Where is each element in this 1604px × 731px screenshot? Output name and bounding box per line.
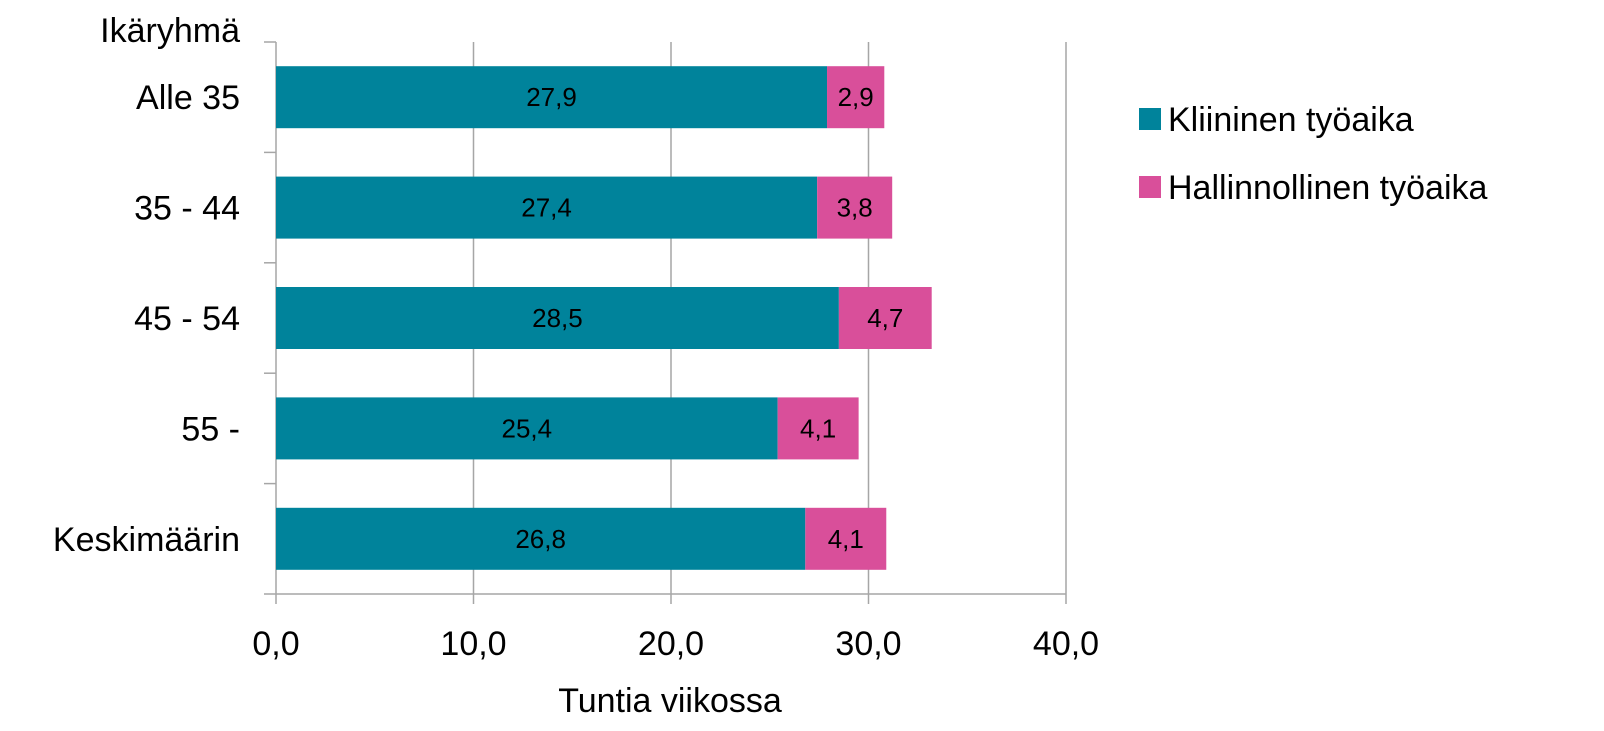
x-axis-title: Tuntia viikossa [558, 682, 782, 720]
category-label: 45 - 54 [134, 300, 240, 338]
x-tick-label: 0,0 [252, 625, 299, 663]
bar-segment-administrative [817, 176, 893, 239]
category-label: Keskimäärin [53, 521, 240, 559]
x-tick-label: 10,0 [440, 625, 506, 663]
category-label: 55 - [181, 410, 240, 448]
legend-label: Kliininen työaika [1168, 101, 1414, 139]
tick-labels: 0,0 10,0 20,0 30,0 40,0 [252, 625, 1099, 663]
data-label: 27,4 [521, 193, 572, 223]
data-label: 27,9 [526, 82, 577, 112]
bar-segment-clinical [276, 66, 828, 129]
group-title: Ikäryhmä [100, 12, 240, 50]
axes [264, 41, 1067, 604]
bar-segment-administrative [827, 66, 885, 129]
data-label: 4,1 [828, 524, 864, 554]
bar-segment-clinical [276, 176, 818, 239]
legend-swatch [1139, 108, 1161, 130]
data-label: 4,1 [800, 413, 836, 443]
data-label: 2,9 [838, 82, 874, 112]
bar-segment-clinical [276, 287, 839, 349]
bars: 27,9 2,9 27,4 3,8 28,5 4,7 25,4 4,1 26,8 4,1 [276, 66, 932, 570]
category-label: 35 - 44 [134, 190, 240, 228]
bar-segment-administrative [777, 397, 859, 460]
data-label: 3,8 [837, 193, 873, 223]
legend-label: Hallinnollinen työaika [1168, 169, 1488, 207]
bar-segment-clinical [276, 397, 778, 460]
data-label: 26,8 [515, 524, 566, 554]
data-label: 4,7 [867, 303, 903, 333]
bar-segment-administrative [805, 507, 887, 570]
bar-segment-clinical [276, 507, 806, 570]
x-tick-label: 20,0 [638, 625, 704, 663]
category-labels: Alle 35 35 - 44 45 - 54 55 - Keskimäärin [53, 79, 240, 559]
legend: Kliininen työaika Hallinnollinen työaika [1139, 101, 1488, 207]
category-label: Alle 35 [136, 79, 240, 117]
bar-segment-administrative [838, 287, 932, 349]
x-tick-label: 40,0 [1033, 625, 1099, 663]
data-label: 28,5 [532, 303, 583, 333]
x-tick-label: 30,0 [835, 625, 901, 663]
legend-swatch [1139, 176, 1161, 198]
data-label: 25,4 [502, 413, 553, 443]
